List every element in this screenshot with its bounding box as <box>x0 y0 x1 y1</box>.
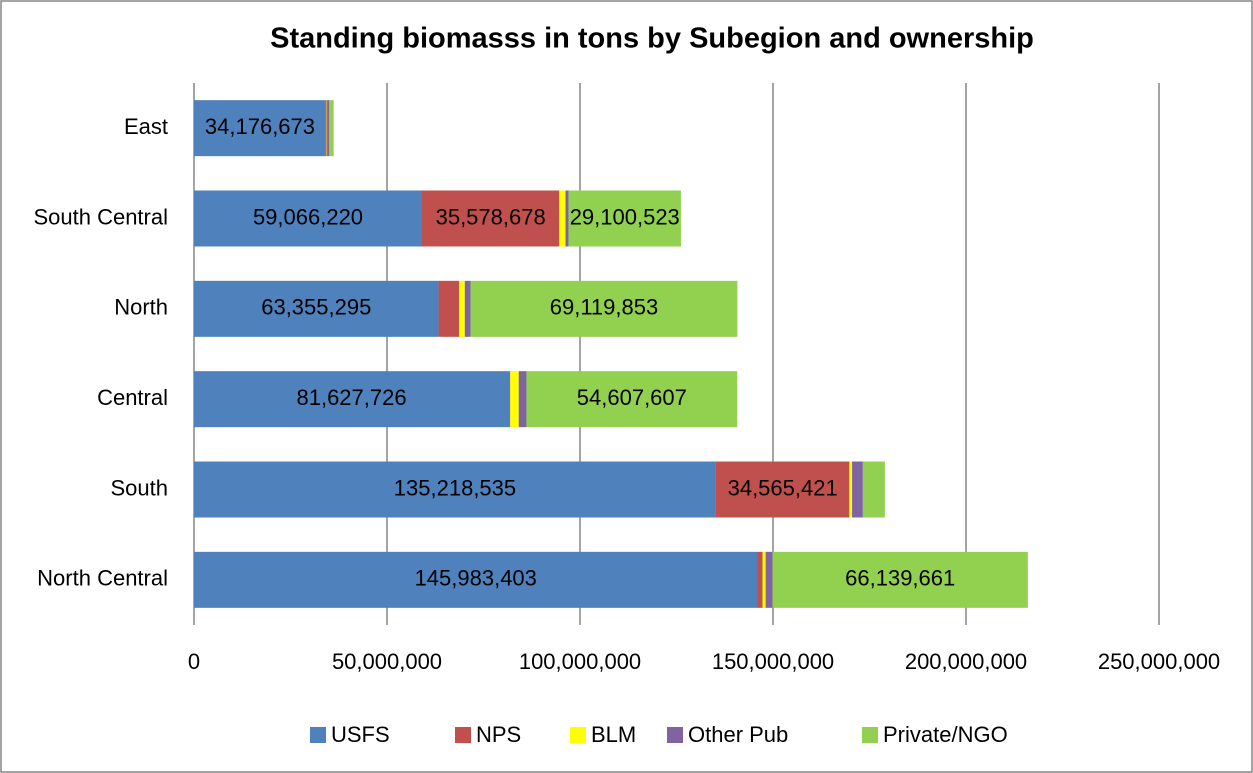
x-tick-label: 0 <box>188 649 200 674</box>
bar-segment <box>559 190 566 247</box>
bar-segment <box>438 280 460 337</box>
y-tick-label: Central <box>97 385 168 410</box>
bar-segment <box>565 190 569 247</box>
data-label: 34,176,673 <box>205 114 315 139</box>
bar-segment <box>568 190 681 247</box>
x-tick-label: 250,000,000 <box>1098 649 1220 674</box>
y-tick-label: South <box>111 475 169 500</box>
bar-segment <box>862 461 885 518</box>
bar-segment <box>325 100 327 157</box>
legend-swatch <box>455 727 471 743</box>
data-label: 66,139,661 <box>845 566 955 591</box>
bar-segment <box>194 551 758 608</box>
bar-segment <box>329 100 334 157</box>
legend-swatch <box>310 727 326 743</box>
bar-segment <box>509 371 511 428</box>
legend-swatch <box>862 727 878 743</box>
data-label: 145,983,403 <box>415 566 537 591</box>
chart-title: Standing biomasss in tons by Subegion an… <box>270 23 1034 55</box>
y-tick-label: South Central <box>33 204 168 229</box>
bar-segment <box>194 100 326 157</box>
legend-swatch <box>667 727 683 743</box>
bar-segment <box>464 280 471 337</box>
bar-segment <box>194 280 439 337</box>
legend-label: USFS <box>331 722 390 747</box>
bar-segment <box>470 280 738 337</box>
data-label: 54,607,607 <box>577 385 687 410</box>
legend-label: Other Pub <box>688 722 788 747</box>
bar-segment <box>518 371 527 428</box>
data-label: 135,218,535 <box>394 475 516 500</box>
bar-segment <box>772 551 1028 608</box>
x-tick-label: 50,000,000 <box>332 649 442 674</box>
legend-swatch <box>570 727 586 743</box>
bar-segment <box>194 371 510 428</box>
bar-segment <box>459 280 465 337</box>
data-label: 35,578,678 <box>436 204 546 229</box>
y-tick-label: North <box>114 295 168 320</box>
bar-segment <box>715 461 850 518</box>
x-tick-label: 150,000,000 <box>712 649 834 674</box>
bar-segment <box>765 551 773 608</box>
bar-segment <box>757 551 763 608</box>
data-label: 29,100,523 <box>570 204 680 229</box>
bar-segment <box>194 190 422 247</box>
data-label: 59,066,220 <box>253 204 363 229</box>
data-label: 69,119,853 <box>550 295 658 320</box>
legend-label: Private/NGO <box>883 722 1008 747</box>
data-label: 63,355,295 <box>261 295 371 320</box>
y-tick-label: North Central <box>37 566 168 591</box>
bar-segment <box>421 190 560 247</box>
bar-segment <box>526 371 738 428</box>
bar-segment <box>852 461 863 518</box>
legend-label: NPS <box>476 722 521 747</box>
bar-segment <box>849 461 853 518</box>
data-label: 34,565,421 <box>728 475 838 500</box>
bar-segment <box>327 100 330 157</box>
x-tick-label: 100,000,000 <box>519 649 641 674</box>
bar-segment <box>510 371 519 428</box>
bar-segment <box>194 461 716 518</box>
bar-segment <box>762 551 766 608</box>
x-tick-label: 200,000,000 <box>905 649 1027 674</box>
data-label: 81,627,726 <box>296 385 406 410</box>
legend-label: BLM <box>591 722 636 747</box>
y-tick-label: East <box>124 114 168 139</box>
